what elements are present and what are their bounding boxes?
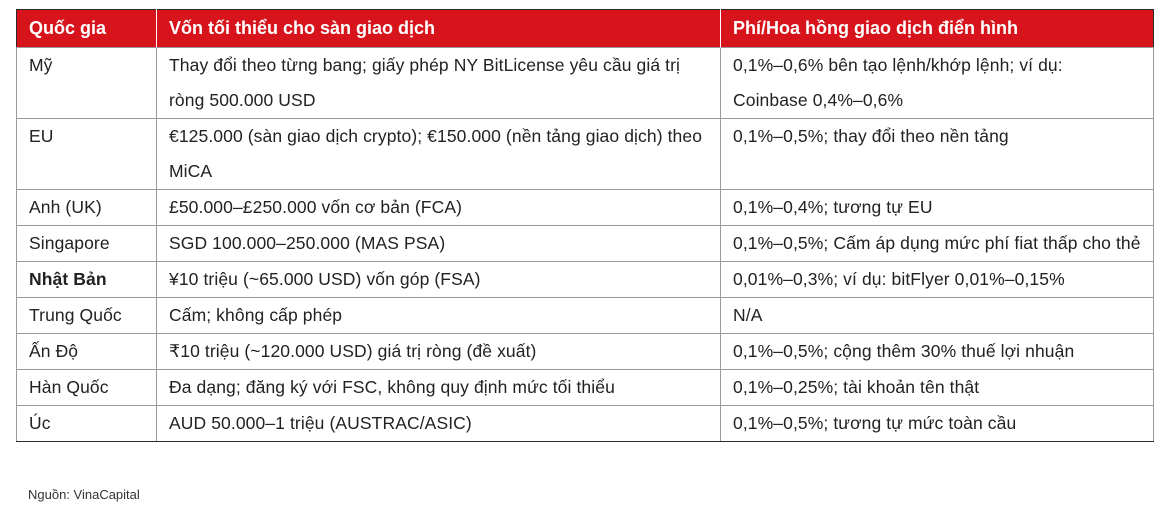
country-cell: Singapore — [16, 225, 157, 262]
fee-cell: 0,1%–0,5%; thay đổi theo nền tảng — [720, 118, 1154, 190]
country-cell: Úc — [16, 405, 157, 442]
country-cell: Mỹ — [16, 47, 157, 119]
table-row: EU €125.000 (sàn giao dịch crypto); €150… — [16, 118, 1154, 190]
exchange-comparison-table-wrap: Quốc gia Vốn tối thiểu cho sàn giao dịch… — [16, 9, 1154, 442]
fee-cell: 0,1%–0,25%; tài khoản tên thật — [720, 369, 1154, 406]
min-capital-cell: ¥10 triệu (~65.000 USD) vốn góp (FSA) — [156, 261, 721, 298]
header-country: Quốc gia — [16, 9, 157, 48]
country-cell: EU — [16, 118, 157, 190]
min-capital-cell: Cấm; không cấp phép — [156, 297, 721, 334]
country-cell: Hàn Quốc — [16, 369, 157, 406]
table-row: Singapore SGD 100.000–250.000 (MAS PSA) … — [16, 225, 1154, 262]
fee-cell: 0,01%–0,3%; ví dụ: bitFlyer 0,01%–0,15% — [720, 261, 1154, 298]
fee-cell: 0,1%–0,5%; Cấm áp dụng mức phí fiat thấp… — [720, 225, 1154, 262]
header-fees: Phí/Hoa hồng giao dịch điển hình — [720, 9, 1154, 48]
fee-cell: 0,1%–0,5%; cộng thêm 30% thuế lợi nhuận — [720, 333, 1154, 370]
country-cell: Ấn Độ — [16, 333, 157, 370]
table-row: Úc AUD 50.000–1 triệu (AUSTRAC/ASIC) 0,1… — [16, 405, 1154, 442]
header-min-capital: Vốn tối thiểu cho sàn giao dịch — [156, 9, 721, 48]
header-row: Quốc gia Vốn tối thiểu cho sàn giao dịch… — [16, 9, 1154, 48]
table-body: Mỹ Thay đổi theo từng bang; giấy phép NY… — [16, 47, 1154, 442]
table-row: Nhật Bản ¥10 triệu (~65.000 USD) vốn góp… — [16, 261, 1154, 298]
table-row: Ấn Độ ₹10 triệu (~120.000 USD) giá trị r… — [16, 333, 1154, 370]
fee-cell: 0,1%–0,4%; tương tự EU — [720, 189, 1154, 226]
min-capital-cell: Đa dạng; đăng ký với FSC, không quy định… — [156, 369, 721, 406]
min-capital-cell: £50.000–£250.000 vốn cơ bản (FCA) — [156, 189, 721, 226]
fee-cell: 0,1%–0,6% bên tạo lệnh/khớp lệnh; ví dụ:… — [720, 47, 1154, 119]
min-capital-cell: €125.000 (sàn giao dịch crypto); €150.00… — [156, 118, 721, 190]
exchange-comparison-table: Quốc gia Vốn tối thiểu cho sàn giao dịch… — [16, 9, 1154, 442]
fee-cell: 0,1%–0,5%; tương tự mức toàn cầu — [720, 405, 1154, 442]
country-cell: Nhật Bản — [16, 261, 157, 298]
table-row: Trung Quốc Cấm; không cấp phép N/A — [16, 297, 1154, 334]
source-note: Nguồn: VinaCapital — [28, 487, 140, 502]
min-capital-cell: AUD 50.000–1 triệu (AUSTRAC/ASIC) — [156, 405, 721, 442]
table-header: Quốc gia Vốn tối thiểu cho sàn giao dịch… — [16, 9, 1154, 48]
min-capital-cell: ₹10 triệu (~120.000 USD) giá trị ròng (đ… — [156, 333, 721, 370]
table-row: Anh (UK) £50.000–£250.000 vốn cơ bản (FC… — [16, 189, 1154, 226]
table-row: Mỹ Thay đổi theo từng bang; giấy phép NY… — [16, 47, 1154, 119]
min-capital-cell: Thay đổi theo từng bang; giấy phép NY Bi… — [156, 47, 721, 119]
country-cell: Anh (UK) — [16, 189, 157, 226]
fee-cell: N/A — [720, 297, 1154, 334]
country-cell: Trung Quốc — [16, 297, 157, 334]
min-capital-cell: SGD 100.000–250.000 (MAS PSA) — [156, 225, 721, 262]
table-row: Hàn Quốc Đa dạng; đăng ký với FSC, không… — [16, 369, 1154, 406]
